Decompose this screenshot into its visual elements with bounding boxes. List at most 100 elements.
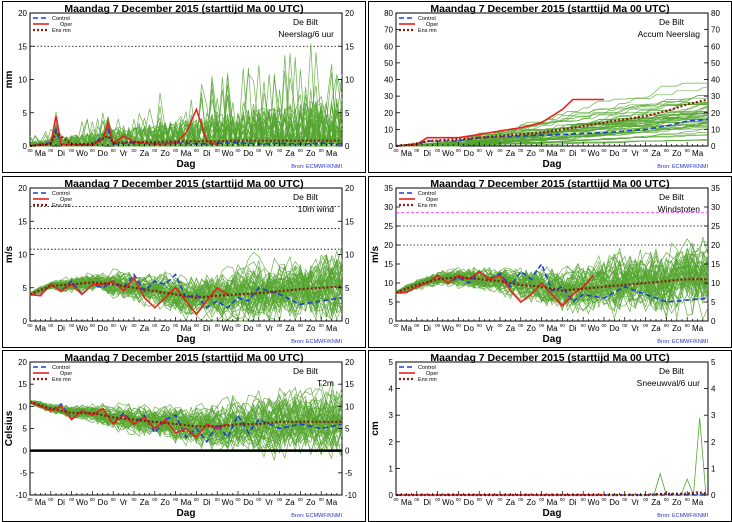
x-hour-tick-label: 00 [393, 497, 399, 502]
x-day-label: Zo [161, 498, 171, 507]
y-axis-label: m/s [370, 245, 381, 263]
x-hour-tick-label: 00 [194, 323, 200, 328]
legend-label: Oper [60, 22, 72, 28]
x-day-label: Zo [527, 498, 537, 507]
x-day-label: Ma [692, 498, 704, 507]
x-day-label: Ma [326, 149, 338, 158]
x-hour-tick-label: 00 [622, 323, 628, 328]
series-line-ens-mn [29, 281, 343, 299]
y-tick-label-right: 15 [345, 217, 354, 226]
x-hour-tick-label: 00 [298, 323, 304, 328]
x-hour-tick-label: 00 [435, 148, 441, 153]
chart-temp: Maandag 7 December 2015 (starttijd Ma 00… [2, 350, 366, 522]
y-tick-label-right: 0 [345, 142, 350, 151]
legend-label: Oper [426, 22, 438, 28]
legend-label: Control [52, 16, 70, 22]
x-day-label: Ma [180, 149, 192, 158]
x-hour-tick-label: 00 [622, 497, 628, 502]
x-hour-tick-label: 00 [664, 497, 670, 502]
legend-label: Control [418, 365, 436, 371]
source-label: Bron: ECMWF/KNMI [291, 164, 342, 170]
x-hour-tick-label: 00 [319, 323, 325, 328]
y-tick-label-left: 5 [389, 298, 394, 307]
x-day-label: Di [423, 149, 431, 158]
x-hour-tick-label: 00 [111, 148, 117, 153]
ensemble-member-line [29, 386, 343, 442]
x-day-label: Ma [326, 324, 338, 333]
series-line-ens-mn [29, 400, 342, 428]
x-day-label: Di [203, 149, 211, 158]
y-tick-label-right: 25 [711, 222, 720, 231]
x-day-label: Wo [76, 498, 88, 507]
x-hour-tick-label: 00 [601, 148, 607, 153]
x-hour-tick-label: 00 [319, 497, 325, 502]
y-tick-label-right: 10 [711, 125, 720, 134]
x-hour-tick-label: 00 [435, 497, 441, 502]
x-hour-tick-label: 00 [581, 148, 587, 153]
x-hour-tick-label: 00 [435, 323, 441, 328]
x-hour-tick-label: 00 [235, 323, 241, 328]
x-hour-tick-label: 00 [456, 497, 462, 502]
x-day-label: Ma [326, 498, 338, 507]
x-day-label: Ma [401, 498, 413, 507]
y-tick-label-left: 35 [384, 184, 393, 193]
x-hour-tick-label: 00 [48, 497, 54, 502]
x-day-label: Do [609, 149, 620, 158]
y-tick-label-left: -10 [15, 491, 27, 500]
x-hour-tick-label: 00 [601, 323, 607, 328]
x-day-label: Vr [631, 149, 639, 158]
x-day-label: Di [203, 498, 211, 507]
x-day-label: Zo [672, 149, 682, 158]
x-day-label: Wo [588, 149, 600, 158]
x-day-label: Za [140, 149, 150, 158]
x-hour-tick-label: 00 [298, 148, 304, 153]
y-tick-label-right: 80 [711, 9, 720, 18]
y-tick-label-right: 30 [711, 203, 720, 212]
series-line-control [396, 262, 709, 304]
y-tick-label-right: 10 [345, 76, 354, 85]
x-hour-tick-label: 00 [173, 148, 179, 153]
x-day-label: Vr [486, 324, 494, 333]
legend-label: Ens mn [418, 203, 437, 209]
x-hour-tick-label: 00 [685, 323, 691, 328]
chart-title: Sneeuwval/6 uur [637, 378, 700, 388]
x-day-label: Vr [265, 149, 273, 158]
x-hour-tick-label: 00 [215, 323, 221, 328]
y-axis-label: Celsius [4, 410, 15, 446]
x-day-label: Za [285, 324, 295, 333]
series-line-control [395, 118, 709, 147]
legend-label: Control [418, 16, 436, 22]
y-tick-label-left: 20 [18, 9, 27, 18]
panel-wind: Maandag 7 December 2015 (starttijd Ma 00… [2, 176, 366, 348]
y-tick-label-left: 20 [384, 241, 393, 250]
y-tick-label-left: 3 [389, 411, 394, 420]
x-day-label: Vr [120, 498, 128, 507]
y-tick-label-right: 50 [711, 59, 720, 68]
y-tick-label-right: 0 [711, 317, 716, 326]
x-axis-label: Dag [543, 508, 562, 519]
x-hour-tick-label: 00 [518, 497, 524, 502]
x-hour-tick-label: 00 [27, 323, 33, 328]
x-day-label: Wo [442, 149, 454, 158]
x-day-label: Do [243, 149, 254, 158]
ensemble-member-line [395, 240, 709, 305]
x-day-label: Do [243, 324, 254, 333]
x-hour-tick-label: 00 [235, 148, 241, 153]
y-tick-label-left: 40 [384, 76, 393, 85]
x-day-label: Vr [265, 324, 273, 333]
y-tick-label-right: 5 [345, 109, 350, 118]
x-hour-tick-label: 00 [90, 323, 96, 328]
x-hour-tick-label: 00 [111, 497, 117, 502]
chart-title: Windstoten [657, 204, 700, 214]
x-day-label: Za [651, 149, 661, 158]
chart-header: Maandag 7 December 2015 (starttijd Ma 00… [64, 3, 303, 15]
x-day-label: Wo [76, 149, 88, 158]
y-tick-label-right: 1 [711, 464, 716, 473]
x-day-label: Zo [161, 149, 171, 158]
y-tick-label-left: 20 [18, 184, 27, 193]
x-day-label: Di [569, 498, 577, 507]
chart-header: Maandag 7 December 2015 (starttijd Ma 00… [430, 352, 669, 364]
x-hour-tick-label: 00 [69, 323, 75, 328]
